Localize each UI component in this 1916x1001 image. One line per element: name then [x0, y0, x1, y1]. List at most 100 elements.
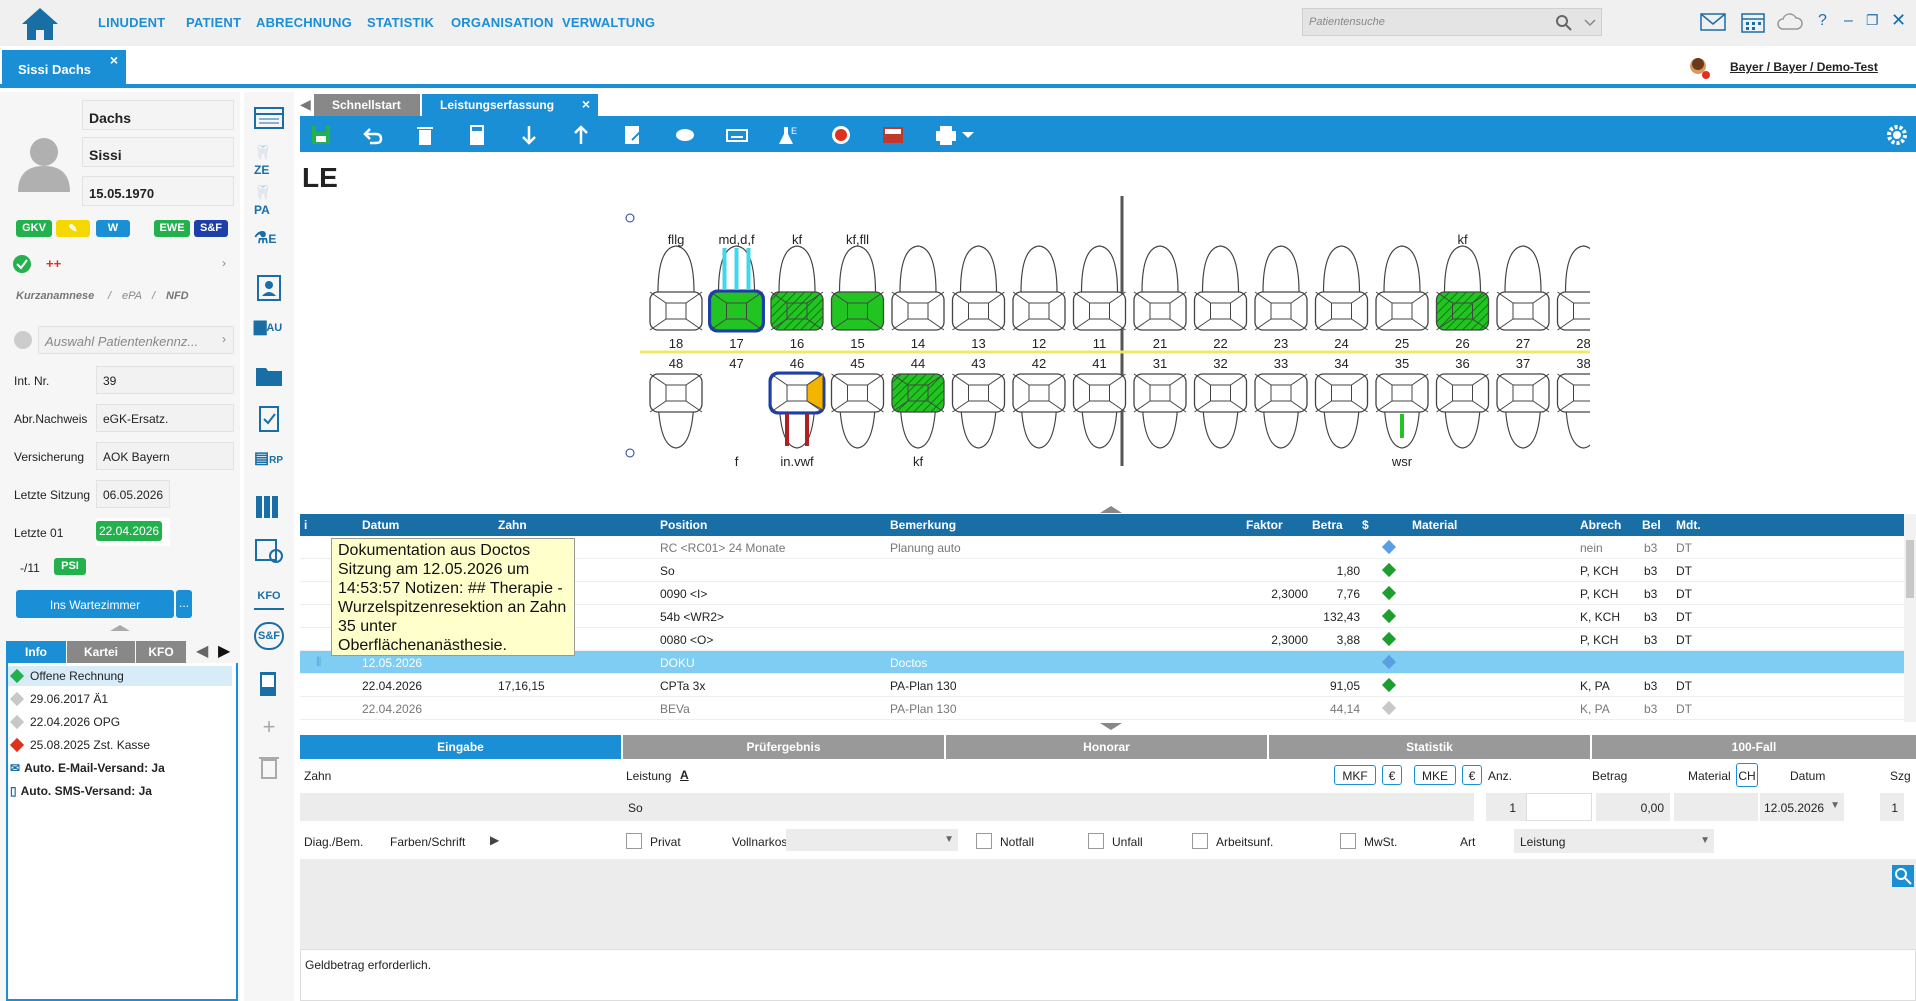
- tooth-root[interactable]: [1383, 245, 1421, 293]
- tooth-root[interactable]: [1201, 245, 1240, 293]
- tooth-center[interactable]: [1331, 384, 1352, 402]
- patient-tab[interactable]: Sissi Dachs ×: [2, 50, 126, 88]
- arbeitsunf-checkbox[interactable]: [1192, 833, 1208, 849]
- tooth-line[interactable]: [1012, 318, 1030, 331]
- chat-icon[interactable]: [674, 124, 696, 146]
- tooth-line[interactable]: [1290, 400, 1308, 413]
- tooth-line[interactable]: [927, 400, 945, 413]
- nav-linudent[interactable]: LINUDENT: [98, 15, 166, 30]
- tooth-line[interactable]: [1290, 291, 1308, 304]
- tooth-line[interactable]: [831, 291, 848, 304]
- tooth-center[interactable]: [1391, 384, 1413, 402]
- tooth-line[interactable]: [1351, 373, 1368, 386]
- move-up-icon[interactable]: [570, 124, 592, 146]
- tooth-center[interactable]: [1331, 302, 1352, 320]
- tooth-number[interactable]: 38: [1576, 356, 1590, 371]
- tooth-line[interactable]: [1411, 291, 1429, 304]
- tooth-center[interactable]: [847, 384, 868, 402]
- tooth-line[interactable]: [1375, 373, 1393, 386]
- tooth-line[interactable]: [1375, 291, 1393, 304]
- tooth-line[interactable]: [1496, 400, 1514, 413]
- tooth-label[interactable]: wsr: [1391, 454, 1413, 466]
- mwst-checkbox[interactable]: [1340, 833, 1356, 849]
- tooth-line[interactable]: [1557, 291, 1574, 304]
- tooth-line[interactable]: [649, 291, 667, 304]
- tooth-root[interactable]: [1322, 245, 1361, 293]
- tooth-center[interactable]: [726, 302, 747, 320]
- tooth-line[interactable]: [1012, 400, 1030, 413]
- tooth-number[interactable]: 27: [1516, 336, 1530, 351]
- print-icon[interactable]: [934, 124, 978, 146]
- restore-icon[interactable]: ❐: [1866, 12, 1879, 28]
- tooth-number[interactable]: 12: [1032, 336, 1046, 351]
- kurzanamnese-link[interactable]: Kurzanamnese: [16, 290, 95, 302]
- nav-abrechnung[interactable]: ABRECHNUNG: [256, 15, 352, 30]
- tooth-line[interactable]: [1315, 400, 1332, 413]
- col-header-status[interactable]: $: [1362, 518, 1369, 532]
- tooth-root[interactable]: [1141, 245, 1179, 293]
- collapse-icon[interactable]: [108, 624, 132, 632]
- nfd-link[interactable]: NFD: [166, 290, 189, 302]
- search-icon[interactable]: [1555, 14, 1573, 32]
- tooth-line[interactable]: [1109, 291, 1126, 304]
- mail-icon[interactable]: [1700, 11, 1726, 33]
- tab-leistungserfassung[interactable]: Leistungserfassung ×: [422, 94, 598, 116]
- device-icon[interactable]: [254, 670, 284, 698]
- tooth-line[interactable]: [1472, 318, 1489, 331]
- col-header-material[interactable]: Material: [1412, 518, 1458, 532]
- psi-badge[interactable]: PSI: [54, 558, 86, 575]
- epa-link[interactable]: ePA: [122, 290, 142, 302]
- tooth-line[interactable]: [1169, 400, 1187, 413]
- services-table[interactable]: i Datum Zahn Position Bemerkung Faktor B…: [300, 514, 1916, 722]
- word-badge-icon[interactable]: W: [96, 220, 130, 237]
- diagnosis-textarea[interactable]: [300, 859, 1916, 949]
- tooth-line[interactable]: [1012, 373, 1030, 386]
- settings-icon[interactable]: [1886, 124, 1908, 146]
- tooth-line[interactable]: [927, 318, 945, 331]
- art-select[interactable]: Leistung ▼: [1514, 829, 1714, 853]
- tooth-line[interactable]: [770, 291, 788, 304]
- tooth-number[interactable]: 18: [669, 336, 683, 351]
- tooth-number[interactable]: 33: [1274, 356, 1288, 371]
- au-icon[interactable]: ▆AU: [254, 318, 283, 335]
- tab-honorar[interactable]: Honorar: [946, 735, 1267, 759]
- tooth-center[interactable]: [786, 302, 808, 320]
- tooth-line[interactable]: [1169, 373, 1187, 386]
- tooth-number[interactable]: 28: [1576, 336, 1590, 351]
- mke-button[interactable]: MKE: [1414, 765, 1456, 785]
- tooth-number[interactable]: 15: [850, 336, 864, 351]
- mkf-button[interactable]: MKF: [1334, 765, 1376, 785]
- delete-icon[interactable]: [414, 124, 436, 146]
- chevron-down-icon[interactable]: ▼: [944, 834, 954, 845]
- tab-eingabe[interactable]: Eingabe: [300, 735, 621, 759]
- col-header-bel[interactable]: Bel: [1642, 518, 1661, 532]
- tooth-line[interactable]: [770, 318, 788, 331]
- col-header-datum[interactable]: Datum: [362, 518, 400, 532]
- tooth-root[interactable]: [778, 245, 816, 293]
- tooth-line[interactable]: [806, 318, 824, 331]
- tooth-center[interactable]: [907, 384, 929, 402]
- tooth-line[interactable]: [1351, 318, 1368, 331]
- save-icon[interactable]: [310, 124, 332, 146]
- tooth-line[interactable]: [1472, 373, 1489, 386]
- material-input[interactable]: [1674, 793, 1758, 821]
- mkf-euro-button[interactable]: €: [1382, 765, 1402, 785]
- tooth-line[interactable]: [891, 318, 909, 331]
- tooth-line[interactable]: [867, 400, 884, 413]
- tab-info[interactable]: Info: [6, 641, 66, 663]
- tooth-line[interactable]: [649, 373, 667, 386]
- trash-icon[interactable]: [254, 752, 284, 780]
- tab-prev-icon[interactable]: ◀: [196, 643, 209, 660]
- farben-link[interactable]: Farben/Schrift: [390, 835, 466, 849]
- col-header-faktor[interactable]: Faktor: [1246, 518, 1283, 532]
- tooth-line[interactable]: [1073, 318, 1090, 331]
- magnifier-icon[interactable]: [1892, 865, 1914, 887]
- user-link[interactable]: Bayer / Bayer / Demo-Test: [1730, 60, 1878, 74]
- drag-handle-icon[interactable]: ⦀: [316, 655, 322, 669]
- tooth-center[interactable]: [665, 384, 687, 402]
- table-row[interactable]: 0090 <I> P, KCH b3 DT 2,3000 7,76: [300, 582, 1904, 605]
- tooth-center[interactable]: [1149, 384, 1171, 402]
- tooth-line[interactable]: [1133, 373, 1151, 386]
- tooth-line[interactable]: [831, 318, 848, 331]
- tooth-root[interactable]: [838, 245, 877, 293]
